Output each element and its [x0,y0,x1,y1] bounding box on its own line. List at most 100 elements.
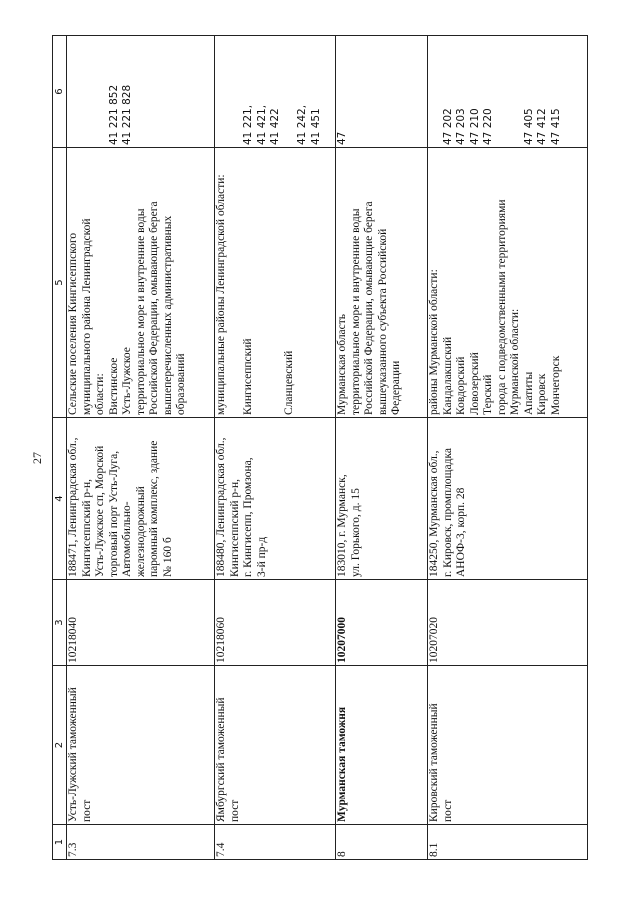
address-cell-line: 188480, Ленинградская обл., [215,437,227,577]
row-number-cell-text: 7.3 [67,842,79,857]
okato-cell-line [215,38,229,145]
customs-name-cell-line: Ямбургский таможенный [215,697,227,822]
territory-cell-line [256,150,270,415]
column-number: 5 [52,147,67,418]
address-cell-line: г. Кингисепп, Промзона, [242,457,254,577]
territory-cell-line: Сланцевский [282,350,295,415]
territory-cell-line: Ловозерский [468,352,481,415]
address-cell-line: Усть-Лужское сп, Морской [94,445,106,577]
territory-cell-line: Мончегорск [549,355,562,415]
table-row: 8.1 Кировский таможенный пост 10207020 18425… [427,35,588,860]
okato-cell-line [81,38,95,145]
okato-cell: 47 [335,35,428,148]
okato-cell-line: 47 203 [455,108,467,145]
territory-cell-line: Мурманская область [336,313,348,415]
customs-code-cell: 10207020 [427,579,588,666]
okato-cell: 41 221 852 41 221 828 [66,35,215,148]
okato-cell-line: 41 422 [269,108,281,145]
territory-cell-line: Кировск [536,373,548,415]
territory-cell: районы Мурманской области: Кандалакшский К… [427,147,588,418]
address-cell-line: АНОФ-3, корп. 28 [455,487,467,577]
address-cell-line: 183010, г. Мурманск, [336,474,348,577]
column-number-row: 1 2 3 4 5 6 [52,35,67,860]
territory-cell-line: Апатиты [522,371,535,415]
row-number-cell: 7.3 [66,824,215,860]
okato-cell-line [229,38,243,145]
table-row: 7.3 Усть-Лужский таможенный пост 10218040 18… [66,35,215,860]
address-cell-line: торговый порт Усть-Луга, [107,450,120,577]
customs-name-cell-line: Кировский таможенный [428,703,440,822]
customs-name-cell: Ямбургский таможенный пост [214,665,336,825]
address-cell-line: паромный комплекс, здание [148,440,160,577]
territory-cell-line [269,150,283,415]
territory-cell-line: образований [175,353,187,415]
row-number-cell: 8.1 [427,824,588,860]
address-cell-line: Автомобильно- [121,501,133,577]
address-cell: 184250, Мурманская обл., г. Кировск, пром… [427,417,588,580]
row-number-cell-text: 8.1 [428,842,440,857]
territory-cell-line: вышеуказанного субъекта Российской [376,228,389,415]
table-row: 8 Мурманская таможня 10207000 183010, г. Му… [335,35,428,860]
okato-cell-line: 41 221, [242,104,254,145]
customs-name-cell-line: Мурманская таможня [336,706,348,822]
address-cell: 188480, Ленинградская обл., Кингисеппский… [214,417,336,580]
page-number: 27 [30,452,44,464]
address-cell-line: 3-й пр-д [255,536,268,577]
territory-cell: Сельские поселения Кингисеппского муницип… [66,147,215,418]
territory-cell-line: муниципального района Ленинградской [80,218,93,415]
territory-cell-line: Российской Федерации, омывающие берега [363,201,375,415]
customs-code-cell-text: 10207020 [428,617,440,663]
customs-code-cell: 10218060 [214,579,336,666]
territory-cell-line: Сельские поселения Кингисеппского [67,232,79,415]
customs-name-cell-line: пост [228,799,241,822]
address-cell-line: № 160 б [161,537,174,577]
territory-cell-line: Ковдорский [455,356,467,415]
address-cell: 188471, Ленинградская обл., Кингисеппский… [66,417,215,580]
customs-name-cell-line: пост [80,799,93,822]
address-cell-line: 184250, Мурманская обл., [428,450,440,577]
column-number: 1 [52,824,67,860]
okato-cell-line: 47 202 [441,108,454,145]
customs-code-cell-text: 10218060 [215,617,227,663]
address-cell-line: Кингисеппский р-н, [80,479,93,577]
territory-cell: Мурманская область территориальное море и… [335,147,428,418]
okato-cell-line: 41 242, [296,104,308,145]
okato-cell-line: 41 221 852 [107,84,120,145]
column-number: 2 [52,665,67,825]
okato-cell-line: 41 421, [255,104,268,145]
row-number-cell: 7.4 [214,824,336,860]
okato-cell-line [94,38,108,145]
territory-cell: муниципальные районы Ленинградской облас… [214,147,336,418]
row-number-cell: 8 [335,824,428,860]
territory-cell-line: Мурманской области: [509,308,521,415]
customs-name-cell-line: пост [441,799,454,822]
address-cell-line: Кингисеппский р-н, [228,479,241,577]
customs-code-cell-text: 10218040 [67,617,79,663]
okato-cell-line [67,38,81,145]
table-row: 7.4 Ямбургский таможенный пост 10218060 1884… [214,35,336,860]
customs-code-cell: 10207000 [335,579,428,666]
rotated-page: 27 1 2 3 4 5 6 7.3 Усть-Лужский таможенны… [30,35,592,860]
customs-name-cell-line: Усть-Лужский таможенный [67,687,79,822]
okato-cell-line [283,38,297,145]
row-number-cell-text: 8 [336,851,348,857]
customs-name-cell: Усть-Лужский таможенный пост [66,665,215,825]
okato-cell: 47 202 47 203 47 210 47 220 47 405 47 412 47 4… [427,35,588,148]
okato-cell: 41 221, 41 421, 41 422 41 242, 41 451 [214,35,336,148]
territory-cell-line: муниципальные районы Ленинградской облас… [215,174,227,415]
territory-cell-line: Терский [482,374,494,415]
customs-table: 1 2 3 4 5 6 7.3 Усть-Лужский таможенный по… [52,35,588,860]
territory-cell-line: Кандалакшский [441,336,454,415]
okato-cell-line: 41 221 828 [121,84,133,145]
okato-cell-line: 41 451 [309,108,322,145]
customs-code-cell: 10218040 [66,579,215,666]
okato-cell-line [428,38,442,145]
territory-cell-line [229,150,243,415]
address-cell-line: г. Кировск, промплощадка [441,448,454,577]
customs-name-cell: Кировский таможенный пост [427,665,588,825]
column-number: 6 [52,35,67,148]
column-number: 3 [52,579,67,666]
customs-name-cell: Мурманская таможня [335,665,428,825]
address-cell: 183010, г. Мурманск, ул. Горького, д. 15 [335,417,428,580]
okato-cell-line [496,38,510,145]
